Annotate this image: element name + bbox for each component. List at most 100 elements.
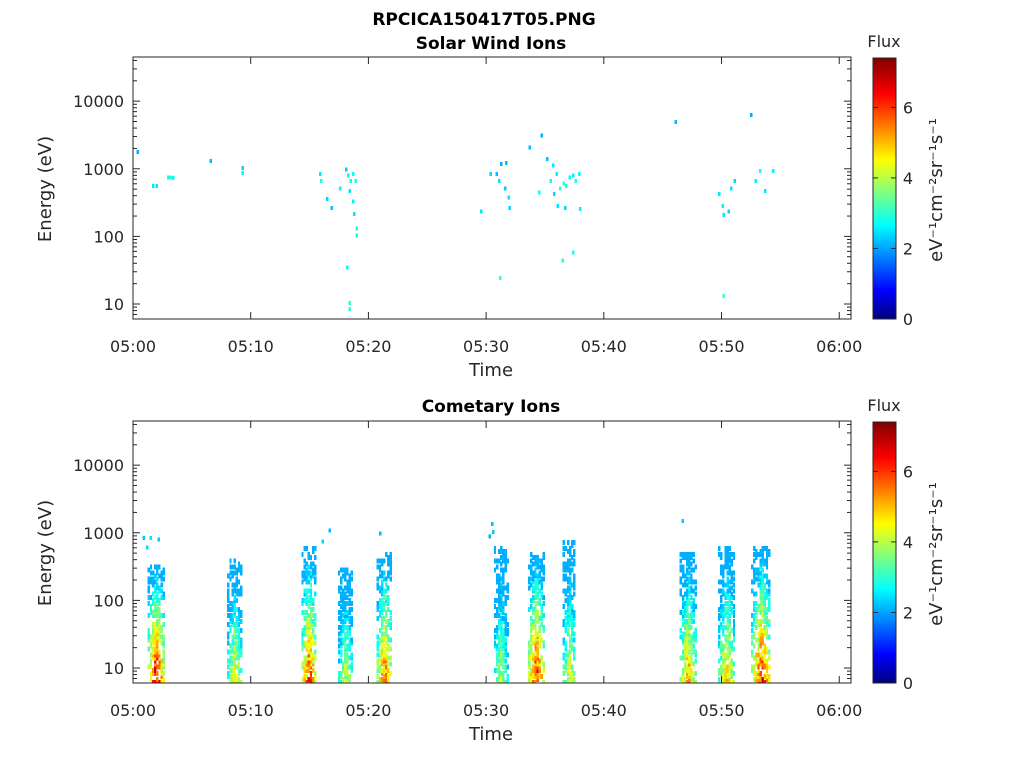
flux-cell (718, 616, 721, 622)
flux-cell (154, 670, 157, 676)
flux-cell (314, 570, 317, 576)
flux-cell (765, 561, 769, 567)
flux-cell (767, 673, 771, 679)
flux-cell (154, 667, 157, 673)
flux-cell (765, 588, 769, 594)
flux-cell (732, 552, 736, 558)
flux-cell (532, 634, 535, 640)
flux-cell (311, 561, 315, 567)
flux-cell (534, 591, 537, 597)
flux-cell (502, 676, 505, 682)
flux-cell (348, 643, 351, 649)
flux-cell (564, 561, 568, 567)
flux-cell (321, 539, 324, 544)
flux-cell (761, 655, 764, 661)
flux-cell (378, 588, 382, 594)
flux-cell (732, 576, 736, 582)
flux-cell (498, 613, 501, 618)
flux-cell (763, 189, 767, 194)
axis-ticks: 05:00 05:10 05:20 05:30 05:40 05:50 06:0010100… (73, 57, 862, 356)
flux-cell (231, 643, 234, 649)
flux-cell (504, 631, 507, 637)
flux-cell (571, 567, 574, 573)
flux-cell (728, 634, 731, 640)
flux-cell (348, 631, 351, 637)
flux-cell (237, 631, 241, 637)
flux-cell (231, 667, 234, 673)
flux-cell (237, 649, 241, 655)
flux-cell (569, 558, 572, 564)
flux-cell (348, 628, 351, 634)
flux-cell (154, 658, 157, 664)
flux-cell (538, 597, 541, 603)
flux-cell (688, 561, 691, 567)
flux-cell (694, 585, 697, 591)
flux-cell (227, 613, 230, 618)
flux-cell (732, 594, 736, 600)
flux-cell (233, 676, 236, 682)
x-tick-label: 06:00 (816, 337, 862, 356)
flux-cell (684, 622, 687, 628)
flux-cell (239, 652, 243, 658)
flux-cell (569, 585, 572, 591)
flux-cell (337, 570, 341, 576)
flux-cell (730, 628, 734, 634)
flux-cell (728, 670, 731, 676)
flux-cell (147, 628, 151, 634)
flux-cell (757, 576, 760, 582)
flux-cell (353, 211, 356, 216)
flux-cell (303, 631, 306, 637)
flux-cell (239, 640, 243, 646)
flux-cell (564, 625, 568, 631)
flux-cell (532, 658, 535, 664)
flux-cell (488, 534, 491, 539)
flux-cell (692, 631, 695, 637)
flux-cell (684, 552, 687, 558)
flux-cell (753, 591, 756, 597)
flux-cell (231, 649, 234, 655)
flux-cell (152, 600, 155, 606)
flux-cell (763, 573, 767, 579)
flux-cell (337, 643, 341, 649)
flux-cell (307, 640, 311, 646)
flux-cell (688, 628, 691, 634)
flux-cell (301, 579, 304, 585)
flux-cell (527, 606, 531, 612)
flux-cell (755, 567, 758, 573)
flux-cell (229, 619, 232, 625)
flux-cell (380, 652, 384, 658)
flux-cell (569, 622, 572, 628)
flux-cell (569, 658, 572, 664)
flux-cell (307, 588, 311, 594)
flux-cell (763, 652, 767, 658)
flux-cell (385, 658, 388, 664)
flux-cell (562, 588, 565, 594)
flux-cell (376, 664, 379, 670)
plot-area (132, 56, 852, 320)
flux-cell (573, 676, 576, 682)
flux-cell (389, 567, 392, 573)
flux-cell (502, 664, 505, 670)
flux-cell (753, 616, 756, 622)
flux-cell (761, 579, 764, 585)
flux-cell (757, 673, 760, 679)
flux-cell (344, 658, 347, 664)
flux-cell (722, 603, 725, 609)
flux-cell (383, 637, 386, 643)
flux-cell (498, 600, 501, 606)
flux-cell (718, 658, 721, 664)
flux-cell (383, 661, 386, 667)
flux-cell (566, 676, 570, 682)
flux-cell (233, 622, 236, 628)
flux-cell (337, 676, 341, 682)
flux-cell (572, 173, 575, 178)
flux-cell (571, 582, 574, 588)
flux-cell (767, 655, 771, 661)
flux-cell (573, 561, 576, 567)
flux-cell (540, 673, 543, 679)
flux-cell (160, 670, 163, 676)
flux-cell (679, 610, 683, 615)
flux-cell (728, 597, 731, 603)
flux-cell (686, 655, 689, 661)
flux-cell (158, 610, 161, 615)
